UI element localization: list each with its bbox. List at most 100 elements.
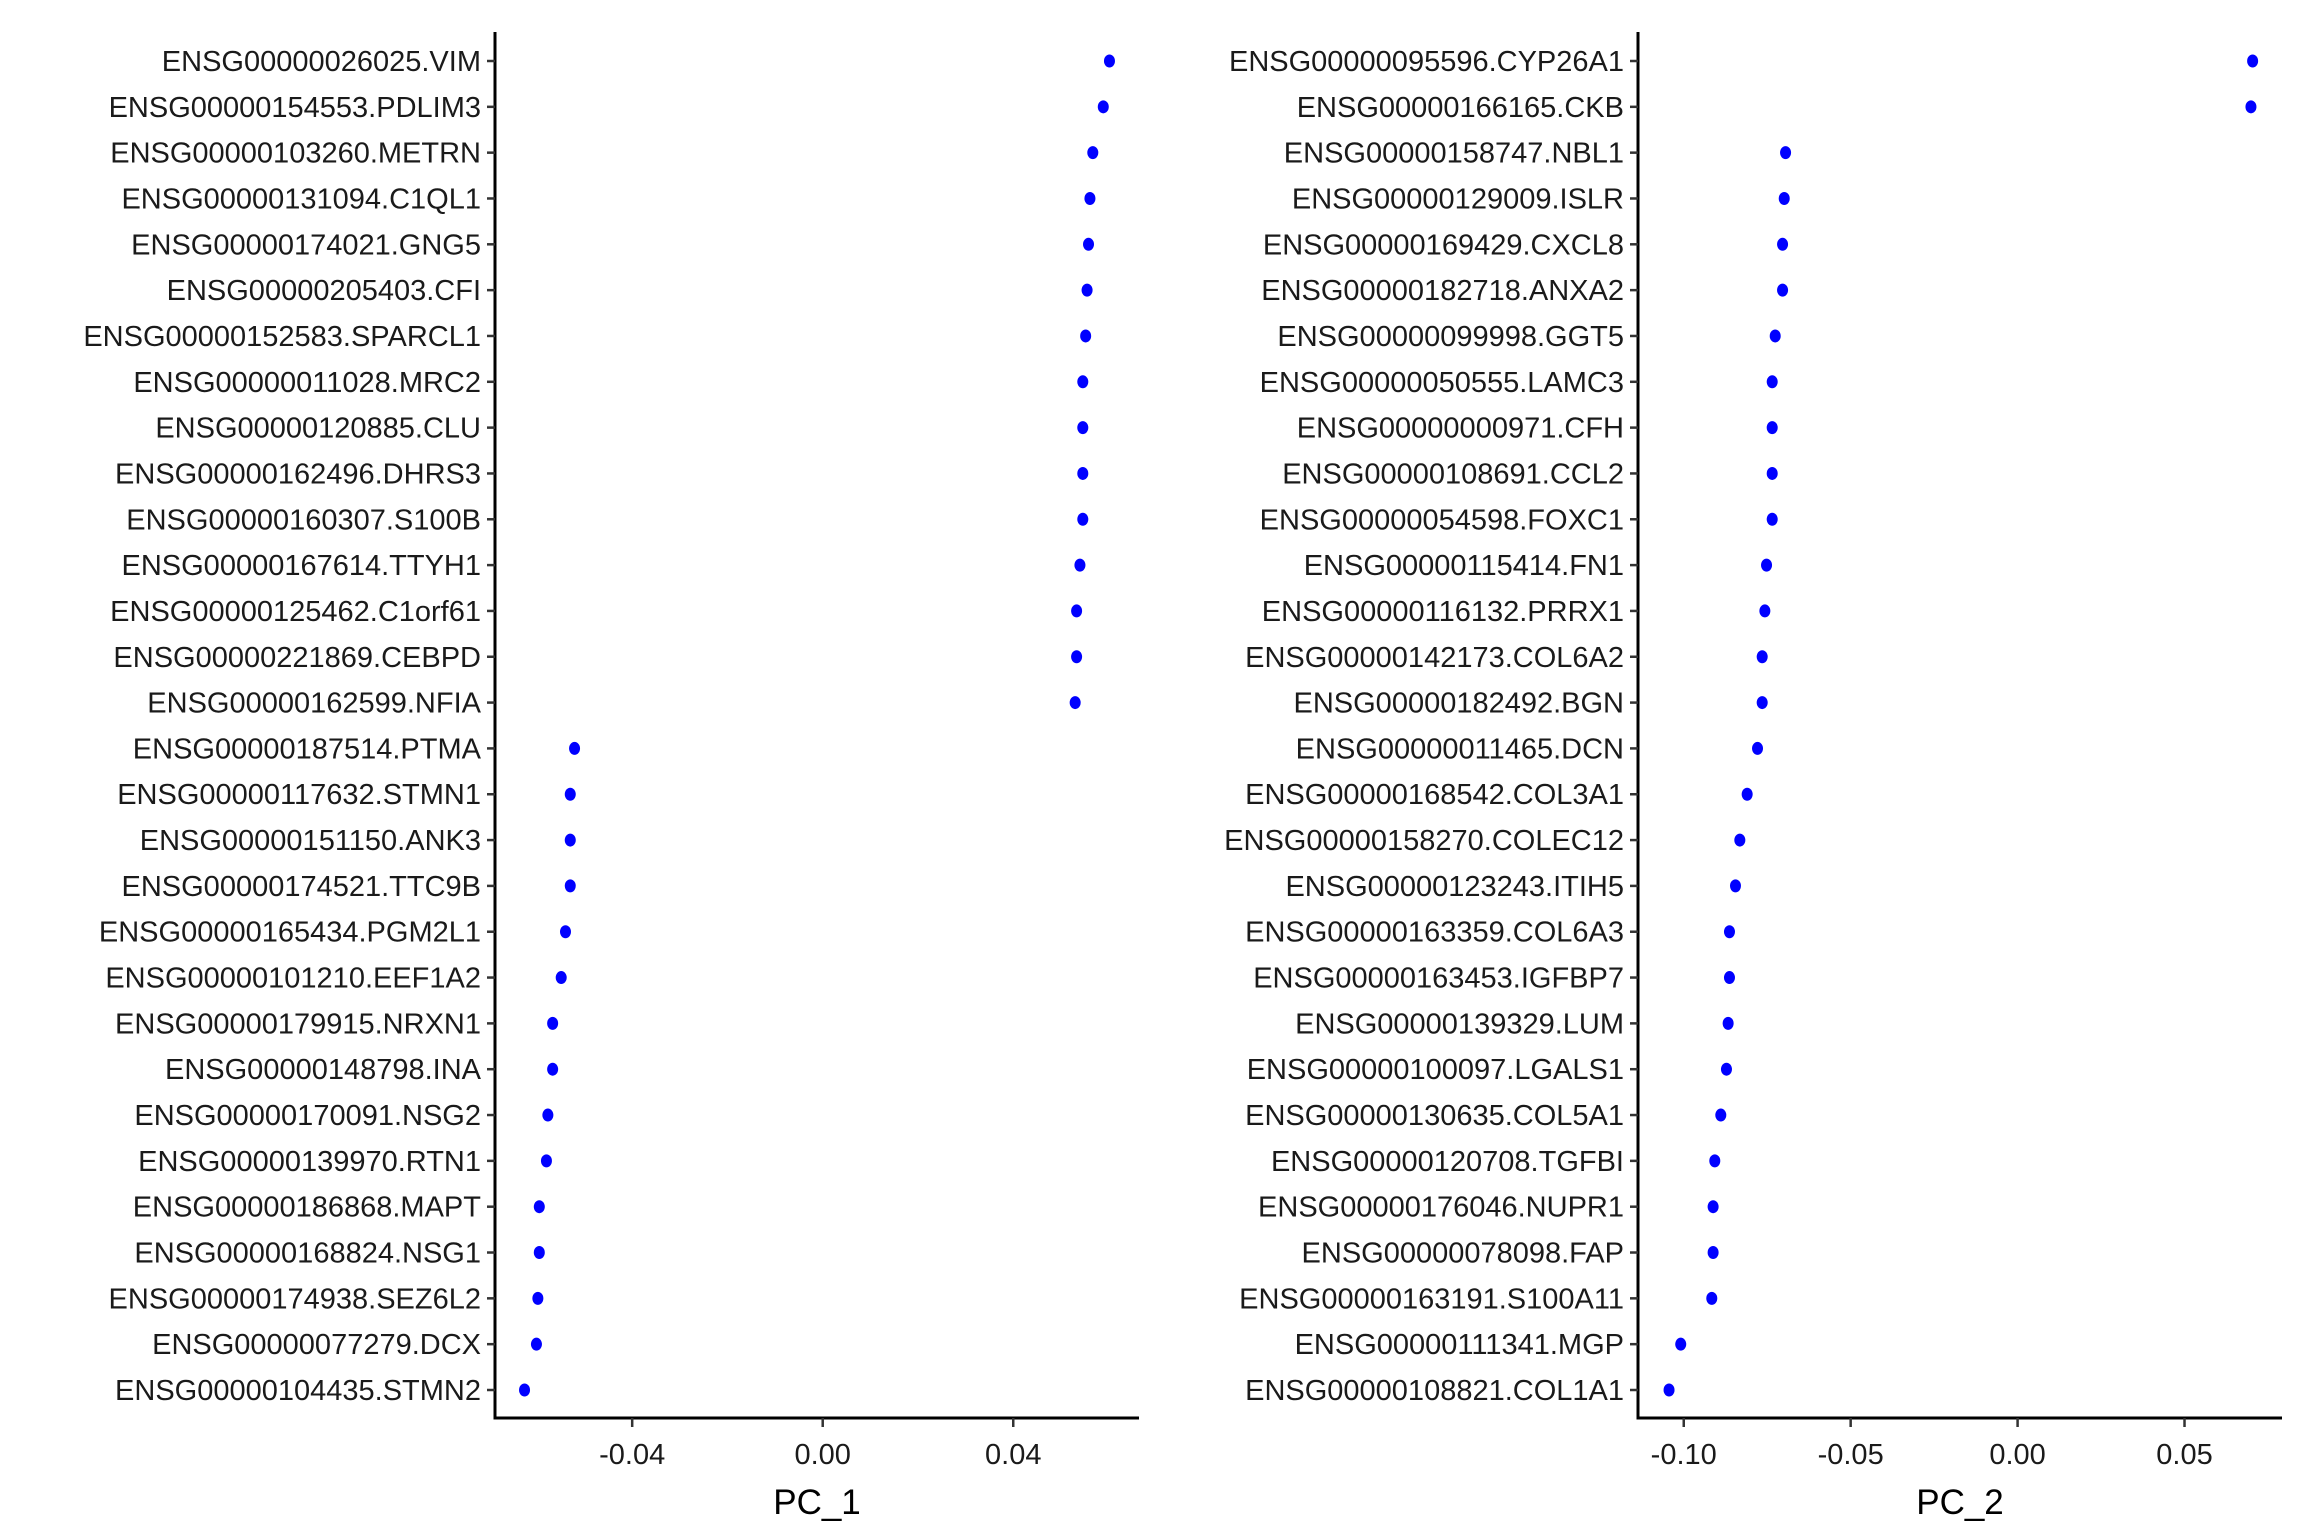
y-tick-label: ENSG00000100097.LGALS1 xyxy=(1247,1054,1624,1086)
y-tick-label: ENSG00000168824.NSG1 xyxy=(134,1238,481,1270)
data-point xyxy=(1729,879,1741,893)
y-tick-label: ENSG00000154553.PDLIM3 xyxy=(109,92,481,124)
y-tick-label: ENSG00000187514.PTMA xyxy=(133,733,482,765)
data-point xyxy=(1722,1016,1734,1030)
data-point xyxy=(1741,787,1753,801)
data-point xyxy=(1084,191,1096,205)
data-point xyxy=(1083,237,1095,251)
y-tick-label: ENSG00000174938.SEZ6L2 xyxy=(109,1283,481,1315)
y-tick-label: ENSG00000158270.COLEC12 xyxy=(1224,825,1624,857)
data-point xyxy=(1766,375,1778,389)
data-point xyxy=(1097,100,1109,114)
data-point xyxy=(2247,54,2259,68)
data-point xyxy=(1663,1383,1675,1397)
y-tick-label: ENSG00000104435.STMN2 xyxy=(115,1375,481,1407)
data-point xyxy=(1778,191,1790,205)
x-tick-label: 0.04 xyxy=(985,1439,1041,1471)
y-tick-label: ENSG00000050555.LAMC3 xyxy=(1260,367,1624,399)
y-tick-label: ENSG00000117632.STMN1 xyxy=(117,779,481,811)
data-point xyxy=(1723,925,1735,939)
y-tick-label: ENSG00000174521.TTC9B xyxy=(122,871,482,903)
y-tick-label: ENSG00000103260.METRN xyxy=(110,138,481,170)
y-tick-label: ENSG00000130635.COL5A1 xyxy=(1245,1100,1624,1132)
data-point xyxy=(1777,237,1789,251)
data-point xyxy=(569,741,581,755)
y-tick-label: ENSG00000168542.COL3A1 xyxy=(1245,779,1624,811)
data-point xyxy=(1766,466,1778,480)
y-tick-label: ENSG00000205403.CFI xyxy=(167,275,481,307)
y-tick-label: ENSG00000174021.GNG5 xyxy=(131,229,481,261)
y-tick-label: ENSG00000162599.NFIA xyxy=(147,688,481,720)
data-point xyxy=(1720,1062,1732,1076)
data-point xyxy=(1707,1200,1719,1214)
y-tick-label: ENSG00000077279.DCX xyxy=(152,1329,481,1361)
data-point xyxy=(1752,741,1764,755)
data-point xyxy=(533,1200,545,1214)
y-tick-label: ENSG00000108821.COL1A1 xyxy=(1245,1375,1624,1407)
y-tick-label: ENSG00000116132.PRRX1 xyxy=(1262,596,1624,628)
data-point xyxy=(1077,466,1089,480)
y-tick-label: ENSG00000120708.TGFBI xyxy=(1271,1146,1624,1178)
x-tick-label: -0.04 xyxy=(599,1439,665,1471)
x-tick-label: 0.05 xyxy=(2156,1439,2212,1471)
data-point xyxy=(530,1337,542,1351)
panel-pc2: ENSG00000095596.CYP26A1 ENSG00000166165.C… xyxy=(1224,32,2282,1522)
y-tick-label: ENSG00000170091.NSG2 xyxy=(134,1100,481,1132)
y-tick-label: ENSG00000120885.CLU xyxy=(155,413,481,445)
data-point xyxy=(1077,421,1089,435)
x-axis-title: PC_2 xyxy=(1916,1483,2004,1522)
y-tick-label: ENSG00000101210.EEF1A2 xyxy=(105,963,481,995)
data-point xyxy=(2245,100,2257,114)
y-tick-label: ENSG00000152583.SPARCL1 xyxy=(83,321,481,353)
data-point xyxy=(1777,283,1789,297)
data-point xyxy=(547,1016,559,1030)
data-point xyxy=(1087,146,1099,160)
y-tick-label: ENSG00000026025.VIM xyxy=(162,46,481,78)
y-tick-label: ENSG00000115414.FN1 xyxy=(1304,550,1624,582)
x-axis-title: PC_1 xyxy=(773,1483,861,1522)
y-tick-label: ENSG00000095596.CYP26A1 xyxy=(1229,46,1624,78)
data-point xyxy=(1709,1154,1721,1168)
y-tick-label: ENSG00000169429.CXCL8 xyxy=(1263,229,1624,261)
y-tick-label: ENSG00000163191.S100A11 xyxy=(1239,1283,1624,1315)
data-point xyxy=(1069,696,1081,710)
y-tick-label: ENSG00000139329.LUM xyxy=(1295,1008,1624,1040)
y-tick-label: ENSG00000151150.ANK3 xyxy=(140,825,481,857)
data-point xyxy=(547,1062,559,1076)
y-tick-label: ENSG00000221869.CEBPD xyxy=(113,642,481,674)
data-point xyxy=(1756,696,1768,710)
data-point xyxy=(1077,512,1089,526)
data-point xyxy=(1766,421,1778,435)
data-point xyxy=(1759,604,1771,618)
y-tick-label: ENSG00000108691.CCL2 xyxy=(1282,458,1624,490)
y-tick-label: ENSG00000125462.C1orf61 xyxy=(110,596,481,628)
y-tick-label: ENSG00000078098.FAP xyxy=(1302,1238,1624,1270)
y-tick-label: ENSG00000162496.DHRS3 xyxy=(115,458,481,490)
y-tick-label: ENSG00000179915.NRXN1 xyxy=(115,1008,481,1040)
y-tick-label: ENSG00000099998.GGT5 xyxy=(1277,321,1624,353)
y-tick-label: ENSG00000139970.RTN1 xyxy=(138,1146,481,1178)
data-point xyxy=(519,1383,531,1397)
data-point xyxy=(1723,971,1735,985)
data-point xyxy=(1756,650,1768,664)
y-tick-label: ENSG00000123243.ITIH5 xyxy=(1285,871,1624,903)
y-tick-label: ENSG00000182718.ANXA2 xyxy=(1261,275,1624,307)
data-point xyxy=(555,971,567,985)
data-point xyxy=(1706,1291,1718,1305)
y-tick-label: ENSG00000129009.ISLR xyxy=(1292,183,1624,215)
data-point xyxy=(1071,650,1083,664)
y-tick-label: ENSG00000142173.COL6A2 xyxy=(1245,642,1624,674)
data-point xyxy=(1675,1337,1687,1351)
y-tick-label: ENSG00000000971.CFH xyxy=(1297,413,1624,445)
data-point xyxy=(542,1108,554,1122)
y-tick-label: ENSG00000158747.NBL1 xyxy=(1284,138,1624,170)
x-tick-label: 0.00 xyxy=(794,1439,850,1471)
data-point xyxy=(1081,283,1093,297)
x-tick-label: -0.05 xyxy=(1818,1439,1884,1471)
x-tick-label: 0.00 xyxy=(1989,1439,2045,1471)
y-tick-label: ENSG00000111341.MGP xyxy=(1295,1329,1624,1361)
data-point xyxy=(1103,54,1115,68)
y-tick-label: ENSG00000167614.TTYH1 xyxy=(122,550,482,582)
y-tick-label: ENSG00000182492.BGN xyxy=(1294,688,1625,720)
